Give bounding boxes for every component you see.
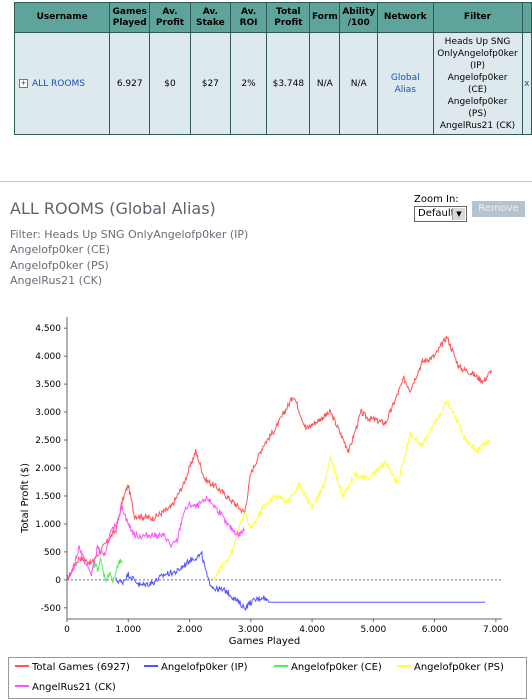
y-tick-label: 3.000 xyxy=(35,408,61,418)
series-line-3 xyxy=(213,400,491,582)
legend-swatch xyxy=(144,665,158,667)
series-line-1 xyxy=(115,550,486,612)
legend-item: AngelRus21 (CK) xyxy=(15,682,116,693)
zoom-label: Zoom In: xyxy=(414,194,459,205)
x-tick-label: 2.000 xyxy=(177,625,203,635)
filter-cell: Heads Up SNG OnlyAngelofp0ker (IP) Angel… xyxy=(432,32,523,135)
legend-item: Angelofp0ker (PS) xyxy=(397,662,504,673)
legend-label: AngelRus21 (CK) xyxy=(32,682,116,693)
legend-label: Angelofp0ker (CE) xyxy=(291,662,382,673)
filter-line: AngelRus21 (CK) xyxy=(439,120,516,131)
y-tick-label: 4.500 xyxy=(35,324,61,334)
stats-table: Username Games Played Av. Profit Av. Sta… xyxy=(13,2,532,135)
col-filter[interactable]: Filter xyxy=(432,2,523,33)
section-divider xyxy=(0,181,532,182)
col-av-profit[interactable]: Av. Profit xyxy=(149,2,191,33)
legend-swatch xyxy=(15,665,29,667)
table-row: + ALL ROOMS 6.927 $0 $27 2% $3.748 N/A N/… xyxy=(13,32,532,135)
col-total-profit[interactable]: Total Profit xyxy=(266,2,311,33)
y-tick-label: 2.500 xyxy=(35,436,61,446)
legend-item: Angelofp0ker (CE) xyxy=(274,662,382,673)
plot-background xyxy=(67,317,502,619)
stats-header-row: Username Games Played Av. Profit Av. Sta… xyxy=(13,2,532,33)
chevron-down-icon[interactable]: ▼ xyxy=(452,208,465,220)
col-form[interactable]: Form xyxy=(309,2,341,33)
y-tick-label: -500 xyxy=(41,604,62,614)
filter-text: Filter: Heads Up SNG OnlyAngelofp0ker (I… xyxy=(10,228,249,241)
filter-line: Heads Up SNG xyxy=(444,36,511,47)
x-tick-label: 3.000 xyxy=(238,625,264,635)
col-network[interactable]: Network xyxy=(377,2,434,33)
col-ability[interactable]: Ability /100 xyxy=(339,2,378,33)
filter-text: AngelRus21 (CK) xyxy=(10,274,103,287)
legend-label: Total Games (6927) xyxy=(32,662,130,673)
col-av-stake[interactable]: Av. Stake xyxy=(189,2,231,33)
y-tick-label: 0 xyxy=(55,576,61,586)
x-tick-label: 6.000 xyxy=(422,625,448,635)
y-tick-label: 1.000 xyxy=(35,520,61,530)
filter-text: Angelofp0ker (PS) xyxy=(10,259,109,272)
series-line-2 xyxy=(91,556,123,584)
games-played-cell: 6.927 xyxy=(109,32,151,135)
expand-icon[interactable]: + xyxy=(19,78,28,88)
legend-item: Total Games (6927) xyxy=(15,662,130,673)
x-tick-label: 4.000 xyxy=(299,625,325,635)
series-line-0 xyxy=(66,336,492,581)
filter-line: (CE) xyxy=(468,84,487,95)
legend-swatch xyxy=(15,685,29,687)
col-av-roi[interactable]: Av. ROI xyxy=(229,2,268,33)
y-axis-title: Total Profit ($) xyxy=(20,463,31,534)
col-username[interactable]: Username xyxy=(13,2,111,33)
username-link[interactable]: ALL ROOMS xyxy=(32,78,85,89)
x-tick-label: 5.000 xyxy=(360,625,386,635)
filter-line: Angelofp0ker xyxy=(447,96,508,107)
series-line-4 xyxy=(66,495,246,579)
ability-cell: N/A xyxy=(339,32,378,135)
col-games-played[interactable]: Games Played xyxy=(109,2,151,33)
x-axis-title: Games Played xyxy=(229,636,301,647)
x-tick-label: 1.000 xyxy=(115,625,141,635)
zoom-select-value: Default xyxy=(418,208,455,219)
y-tick-label: 4.000 xyxy=(35,352,61,362)
total-profit-cell: $3.748 xyxy=(266,32,311,135)
zoom-select[interactable]: Default ▼ xyxy=(414,206,467,222)
remove-row-icon[interactable]: x xyxy=(524,78,530,89)
col-remove xyxy=(521,2,532,33)
form-cell: N/A xyxy=(309,32,341,135)
x-tick-label: 7.000 xyxy=(483,625,509,635)
filter-line: (IP) xyxy=(469,60,486,71)
remove-cell: x xyxy=(521,32,532,135)
y-tick-label: 3.500 xyxy=(35,380,61,390)
y-tick-label: 500 xyxy=(44,548,61,558)
username-cell: + ALL ROOMS xyxy=(13,32,111,135)
filter-text: Angelofp0ker (CE) xyxy=(10,243,110,256)
av-stake-cell: $27 xyxy=(189,32,231,135)
filter-line: OnlyAngelofp0ker xyxy=(437,48,518,59)
x-tick-label: 0 xyxy=(64,625,70,635)
av-profit-cell: $0 xyxy=(149,32,191,135)
network-link[interactable]: Global Alias xyxy=(390,72,420,95)
filter-line: (PS) xyxy=(468,108,487,119)
legend-swatch xyxy=(274,665,288,667)
filter-line: Angelofp0ker xyxy=(447,72,508,83)
y-tick-label: 1.500 xyxy=(35,492,61,502)
profit-chart: -500 0 500 1.000 1.500 2.000 2.500 3.000 3.500 4.… xyxy=(20,317,509,647)
remove-button[interactable]: Remove xyxy=(472,201,525,217)
y-tick-label: 2.000 xyxy=(35,464,61,474)
legend-item: Angelofp0ker (IP) xyxy=(144,662,247,673)
page-title: ALL ROOMS (Global Alias) xyxy=(10,199,216,218)
network-cell: Global Alias xyxy=(377,32,434,135)
legend-label: Angelofp0ker (IP) xyxy=(161,662,248,673)
legend-swatch xyxy=(397,665,411,667)
av-roi-cell: 2% xyxy=(229,32,268,135)
chart-legend: Total Games (6927) Angelofp0ker (IP) Angel… xyxy=(8,657,527,699)
legend-label: Angelofp0ker (PS) xyxy=(414,662,504,673)
